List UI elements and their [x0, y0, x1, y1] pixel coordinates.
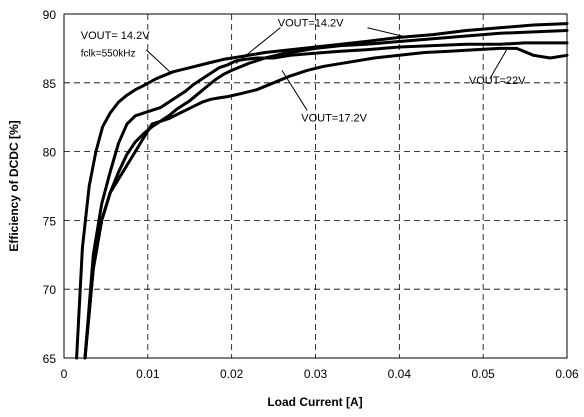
annotation-leader-2	[235, 27, 281, 64]
x-tick-label: 0	[61, 367, 68, 381]
x-axis-title: Load Current [A]	[267, 395, 362, 409]
annotation-leader-1	[145, 49, 172, 74]
annotation-fclk: fclk=550kHz	[81, 49, 136, 60]
x-tick-label: 0.01	[136, 367, 160, 381]
grid-lines	[64, 14, 567, 358]
x-tick-label: 0.04	[388, 367, 412, 381]
annotation-leaders	[145, 27, 508, 111]
annotation-vout-14-2-a: VOUT= 14.2V	[81, 30, 150, 42]
annotation-leader-3	[367, 27, 408, 38]
plot-frame	[63, 13, 568, 359]
annotation-vout-17-2: VOUT=17.2V	[301, 112, 367, 124]
annotation-leader-5	[489, 49, 508, 79]
x-tick-label: 0.06	[555, 367, 579, 381]
annotations: VOUT= 14.2V fclk=550kHz VOUT=14.2V VOUT=17.…	[81, 17, 526, 124]
y-tick-label: 85	[43, 77, 57, 91]
annotation-vout-14-2-b: VOUT=14.2V	[278, 17, 344, 29]
annotation-vout-22: VOUT=22V	[469, 75, 526, 87]
x-tick-label: 0.02	[220, 367, 244, 381]
x-tick-label: 0.05	[471, 367, 495, 381]
annotation-leader-4	[281, 70, 308, 111]
tick-labels: 0 0.01 0.02 0.03 0.04 0.05 0.06 65 70 75 80 85 90	[43, 8, 579, 381]
y-tick-label: 70	[43, 283, 57, 297]
series-line-2	[83, 29, 569, 360]
y-tick-label: 80	[43, 146, 57, 160]
series-line-4	[83, 46, 569, 360]
y-tick-label: 65	[43, 352, 57, 366]
series-line-1	[75, 22, 569, 360]
y-axis-title: Efficiency of DCDC [%]	[7, 120, 21, 251]
series-lines	[75, 22, 569, 360]
x-tick-label: 0.03	[304, 367, 328, 381]
y-tick-label: 90	[43, 8, 57, 22]
y-tick-label: 75	[43, 214, 57, 228]
series-line-3	[83, 41, 569, 360]
